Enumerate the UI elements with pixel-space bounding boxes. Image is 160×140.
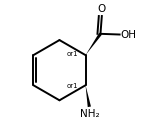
Text: or1: or1: [66, 51, 78, 57]
Polygon shape: [86, 33, 102, 55]
Text: NH₂: NH₂: [80, 109, 100, 119]
Text: O: O: [98, 4, 106, 14]
Polygon shape: [86, 85, 91, 107]
Text: or1: or1: [66, 83, 78, 89]
Text: OH: OH: [120, 30, 136, 39]
